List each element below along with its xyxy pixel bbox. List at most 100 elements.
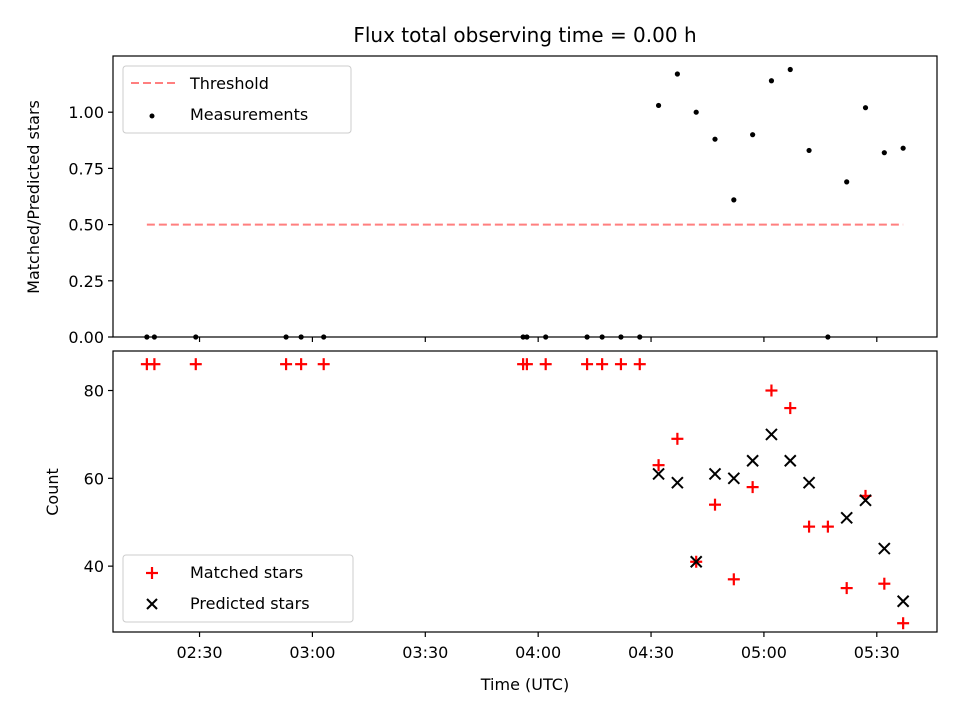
matched-star-marker (148, 358, 161, 371)
matched-star-marker (596, 358, 609, 371)
bottom-legend-box (122, 554, 354, 623)
matched-star-marker (614, 358, 627, 371)
matched-stars-points (140, 358, 910, 630)
measurement-point (193, 334, 199, 340)
predicted-star-marker (784, 454, 797, 467)
bottom-y-tick-label: 80 (84, 382, 104, 401)
bottom-legend: Matched stars Predicted stars (122, 554, 354, 623)
measurement-point (881, 150, 887, 156)
predicted-star-marker (802, 476, 816, 489)
matched-star-marker (878, 577, 891, 590)
measurement-point (584, 334, 590, 340)
measurement-point (731, 197, 737, 203)
matched-star-marker (520, 358, 533, 371)
bottom-x-tick-label: 05:30 (854, 643, 900, 662)
top-y-tick-label: 0.00 (68, 328, 104, 347)
measurement-points (144, 66, 906, 340)
bottom-y-tick-label: 60 (84, 469, 104, 488)
matched-star-marker (317, 358, 330, 371)
legend-matched-label: Matched stars (190, 563, 303, 582)
measurement-point (543, 334, 549, 340)
matched-star-marker (821, 520, 834, 533)
measurement-point (520, 334, 526, 340)
top-y-tick-label: 0.75 (68, 159, 104, 178)
matched-star-marker (189, 358, 202, 371)
matched-star-marker (727, 573, 740, 586)
measurement-point (768, 78, 775, 84)
matched-star-marker (280, 358, 293, 371)
matched-star-marker (803, 520, 816, 533)
matched-star-marker (581, 358, 594, 371)
matched-star-marker (897, 617, 910, 630)
matched-star-marker (840, 582, 853, 595)
predicted-star-marker (727, 472, 741, 485)
predicted-star-marker (652, 467, 665, 481)
legend-measurements-swatch (149, 113, 155, 119)
legend-threshold-label: Threshold (189, 74, 269, 93)
predicted-star-marker (671, 476, 684, 489)
bottom-x-tick-label: 04:00 (515, 643, 561, 662)
measurement-point (618, 334, 624, 340)
bottom-y-axis-title: Count (43, 468, 62, 516)
matched-star-marker (746, 481, 759, 494)
measurement-point (712, 136, 718, 142)
matched-star-marker (709, 498, 722, 511)
top-legend-box (122, 65, 352, 134)
top-y-tick-label: 0.50 (68, 216, 104, 235)
measurement-point (637, 334, 643, 340)
bottom-x-tick-label: 05:00 (741, 643, 787, 662)
measurement-point (524, 334, 530, 340)
bottom-x-tick-label: 03:00 (289, 643, 335, 662)
legend-predicted-swatch (146, 598, 158, 610)
measurement-point (298, 334, 304, 340)
bottom-x-tick-label: 04:30 (628, 643, 674, 662)
predicted-star-marker (708, 467, 722, 481)
measurement-point (693, 109, 699, 115)
measurement-point (144, 334, 150, 340)
top-x-ticks (198, 337, 878, 342)
top-legend: Threshold Measurements (122, 65, 352, 134)
matched-star-marker (295, 358, 308, 371)
top-y-ticks: 0.00 0.25 0.50 0.75 1.00 (68, 103, 113, 347)
measurement-point (674, 71, 680, 77)
matched-star-marker (652, 459, 665, 472)
predicted-stars-points (652, 428, 910, 608)
predicted-star-marker (878, 542, 891, 555)
predicted-star-marker (840, 511, 853, 525)
top-y-axis-title: Matched/Predicted stars (24, 100, 43, 294)
chart-title: Flux total observing time = 0.00 h (353, 23, 696, 47)
measurement-point (806, 147, 812, 154)
measurement-point (787, 66, 793, 73)
matched-star-marker (671, 432, 684, 445)
measurement-point (825, 334, 831, 340)
measurement-point (862, 105, 869, 111)
measurement-point (151, 334, 157, 340)
x-axis-title: Time (UTC) (480, 675, 569, 694)
matched-star-marker (633, 358, 646, 371)
measurement-point (283, 334, 289, 340)
measurement-point (844, 179, 850, 185)
measurement-point (900, 145, 906, 151)
matched-star-marker (539, 358, 552, 371)
top-panel: 0.00 0.25 0.50 0.75 1.00 Matched/Predicted s… (24, 55, 938, 347)
measurement-point (655, 102, 662, 109)
predicted-star-marker (689, 555, 703, 568)
bottom-x-tick-label: 02:30 (176, 643, 222, 662)
bottom-y-tick-label: 40 (84, 557, 104, 576)
matched-star-marker (784, 402, 797, 415)
predicted-star-marker (765, 428, 778, 441)
bottom-x-tick-label: 03:30 (402, 643, 448, 662)
predicted-star-marker (746, 454, 759, 467)
bottom-panel: 40 60 80 02:30 03:00 03:30 04:00 04:30 05:00 05:… (43, 350, 938, 694)
top-y-tick-label: 1.00 (68, 103, 104, 122)
legend-matched-swatch (146, 567, 158, 579)
measurement-point (321, 334, 327, 340)
predicted-star-marker (859, 494, 872, 507)
bottom-x-ticks: 02:30 03:00 03:30 04:00 04:30 05:00 05:30 (176, 632, 900, 662)
predicted-star-marker (896, 595, 910, 608)
legend-predicted-label: Predicted stars (190, 594, 310, 613)
measurement-point (599, 334, 605, 340)
matched-star-marker (765, 384, 778, 397)
legend-measurements-label: Measurements (190, 105, 308, 124)
